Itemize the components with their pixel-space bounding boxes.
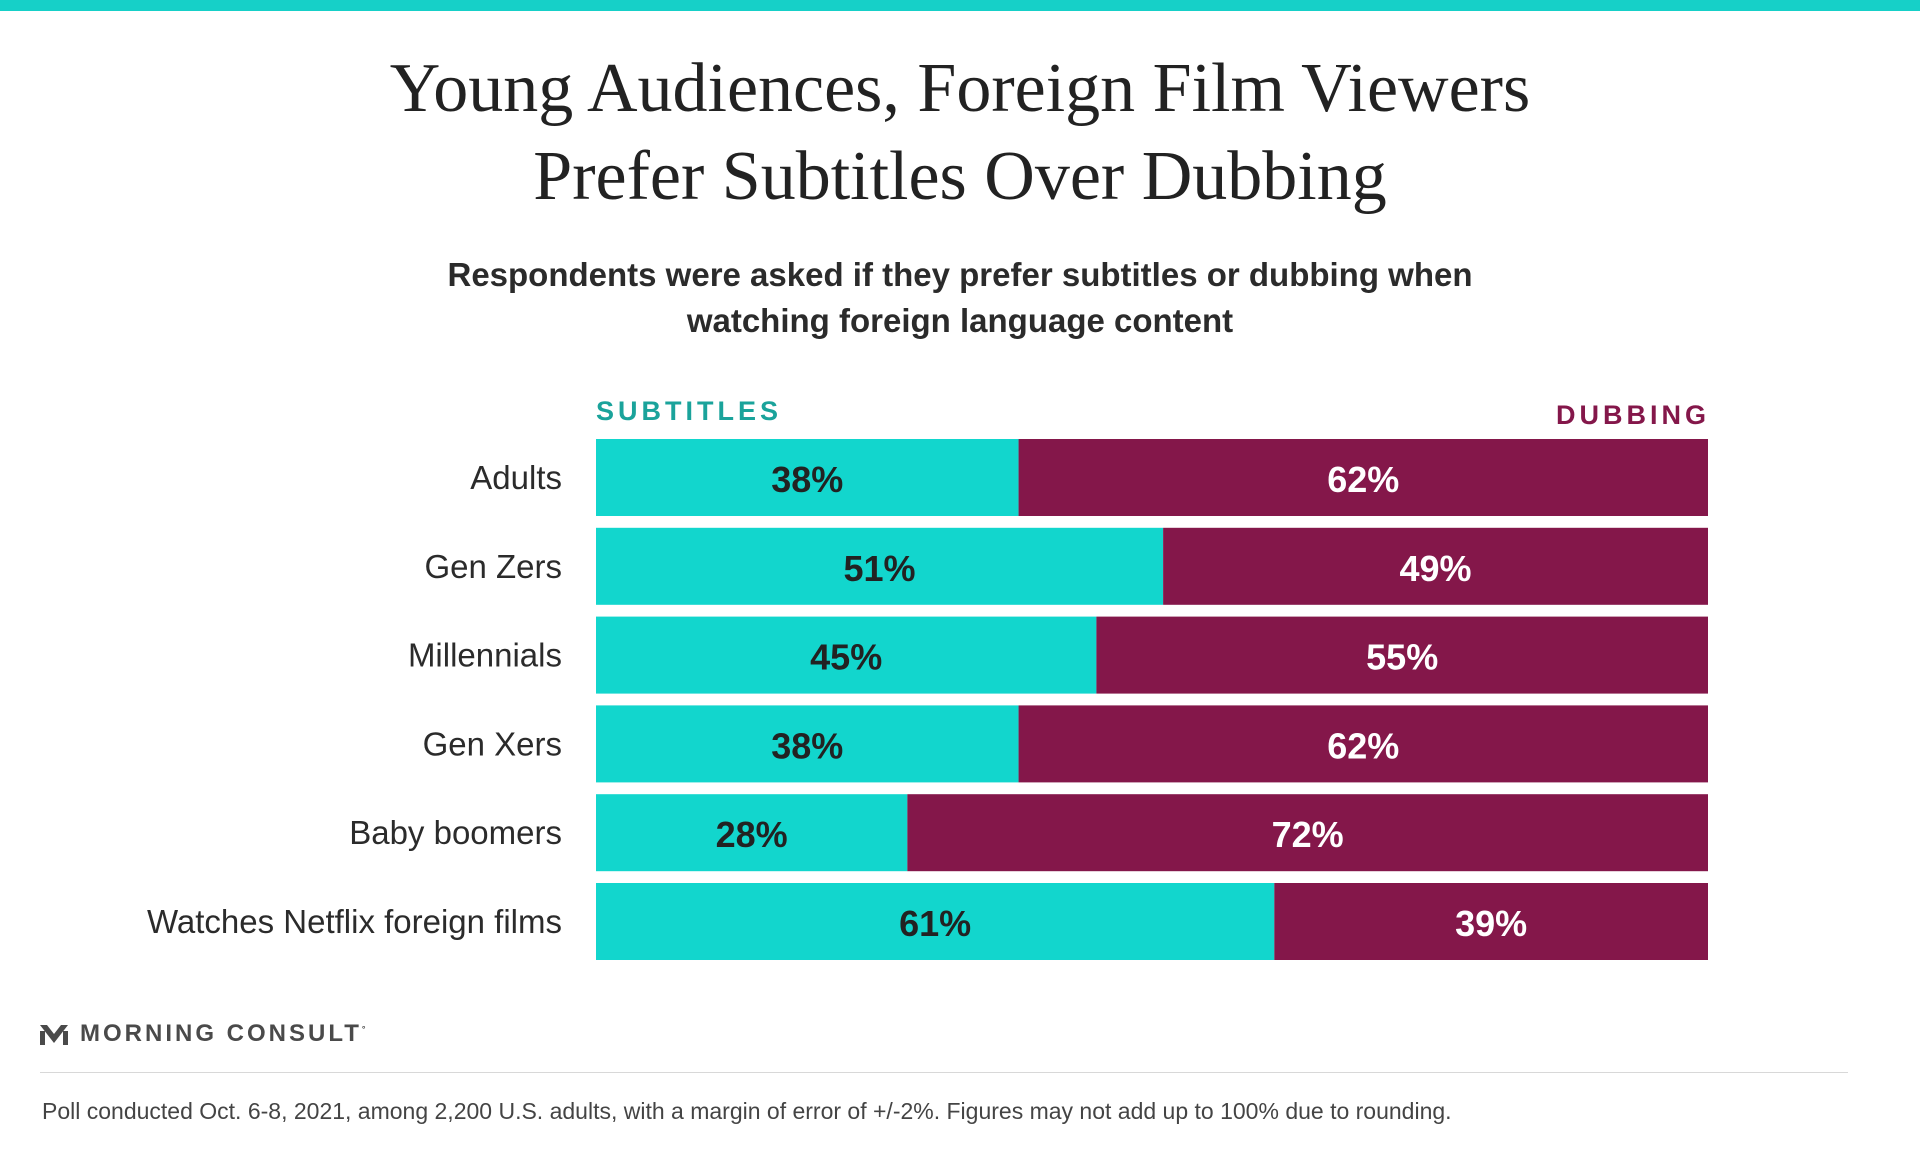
value-label-subtitles-watches-netflix-foreign-films: 61% xyxy=(899,903,971,944)
morning-consult-m-icon xyxy=(40,1025,68,1045)
category-label-baby-boomers: Baby boomers xyxy=(349,814,562,851)
morning-consult-logo: MORNING CONSULT° xyxy=(40,1018,365,1050)
logo-text-label: MORNING CONSULT xyxy=(80,1020,362,1047)
bar-dubbing-gen-xers xyxy=(1018,705,1708,783)
chart-subtitle-line-1: Respondents were asked if they prefer su… xyxy=(447,256,1473,293)
bar-dubbing-gen-zers xyxy=(1163,527,1708,605)
bar-subtitles-adults xyxy=(596,439,1019,516)
bar-subtitles-gen-zers xyxy=(596,527,1164,605)
footnote: Poll conducted Oct. 6-8, 2021, among 2,2… xyxy=(42,1098,1452,1124)
chart-title-line-2: Prefer Subtitles Over Dubbing xyxy=(533,138,1387,215)
top-accent-bar xyxy=(0,0,1920,11)
bar-dubbing-watches-netflix-foreign-films xyxy=(1274,883,1708,960)
bar-dubbing-adults xyxy=(1018,439,1708,516)
logo-text: MORNING CONSULT° xyxy=(80,1020,365,1048)
chart-subtitle: Respondents were asked if they prefer su… xyxy=(0,252,1920,344)
value-label-dubbing-baby-boomers: 72% xyxy=(1272,814,1344,855)
value-label-dubbing-millennials: 55% xyxy=(1366,637,1438,678)
stacked-bar-chart: Adults 38% 62% Gen Zers 51% 49% Millennials 45%… xyxy=(147,439,1708,960)
value-label-subtitles-baby-boomers: 28% xyxy=(716,814,788,855)
value-label-dubbing-watches-netflix-foreign-films: 39% xyxy=(1455,903,1527,944)
value-label-subtitles-gen-xers: 38% xyxy=(771,725,843,766)
category-label-millennials: Millennials xyxy=(408,637,562,674)
value-label-subtitles-gen-zers: 51% xyxy=(844,548,916,589)
bar-subtitles-gen-xers xyxy=(596,705,1019,783)
bar-subtitles-baby-boomers xyxy=(596,794,908,872)
bar-subtitles-watches-netflix-foreign-films xyxy=(596,883,1275,960)
chart-title: Young Audiences, Foreign Film Viewers Pr… xyxy=(0,45,1920,221)
chart-title-line-1: Young Audiences, Foreign Film Viewers xyxy=(389,50,1531,127)
category-label-gen-zers: Gen Zers xyxy=(424,548,562,585)
legend-dubbing: DUBBING xyxy=(1556,400,1710,430)
value-label-dubbing-adults: 62% xyxy=(1327,459,1399,500)
chart-subtitle-line-2: watching foreign language content xyxy=(686,302,1234,339)
footer-divider xyxy=(40,1072,1848,1073)
category-label-watches-netflix-foreign-films: Watches Netflix foreign films xyxy=(147,903,562,940)
value-label-subtitles-millennials: 45% xyxy=(810,637,882,678)
bar-subtitles-millennials xyxy=(596,616,1097,694)
bar-dubbing-baby-boomers xyxy=(907,794,1708,872)
category-label-gen-xers: Gen Xers xyxy=(423,725,562,762)
value-label-subtitles-adults: 38% xyxy=(771,459,843,500)
value-label-dubbing-gen-zers: 49% xyxy=(1400,548,1472,589)
category-label-adults: Adults xyxy=(470,459,562,496)
value-label-dubbing-gen-xers: 62% xyxy=(1327,725,1399,766)
logo-registered-mark: ° xyxy=(361,1024,366,1034)
bar-dubbing-millennials xyxy=(1096,616,1708,694)
legend-subtitles: SUBTITLES xyxy=(596,396,783,426)
